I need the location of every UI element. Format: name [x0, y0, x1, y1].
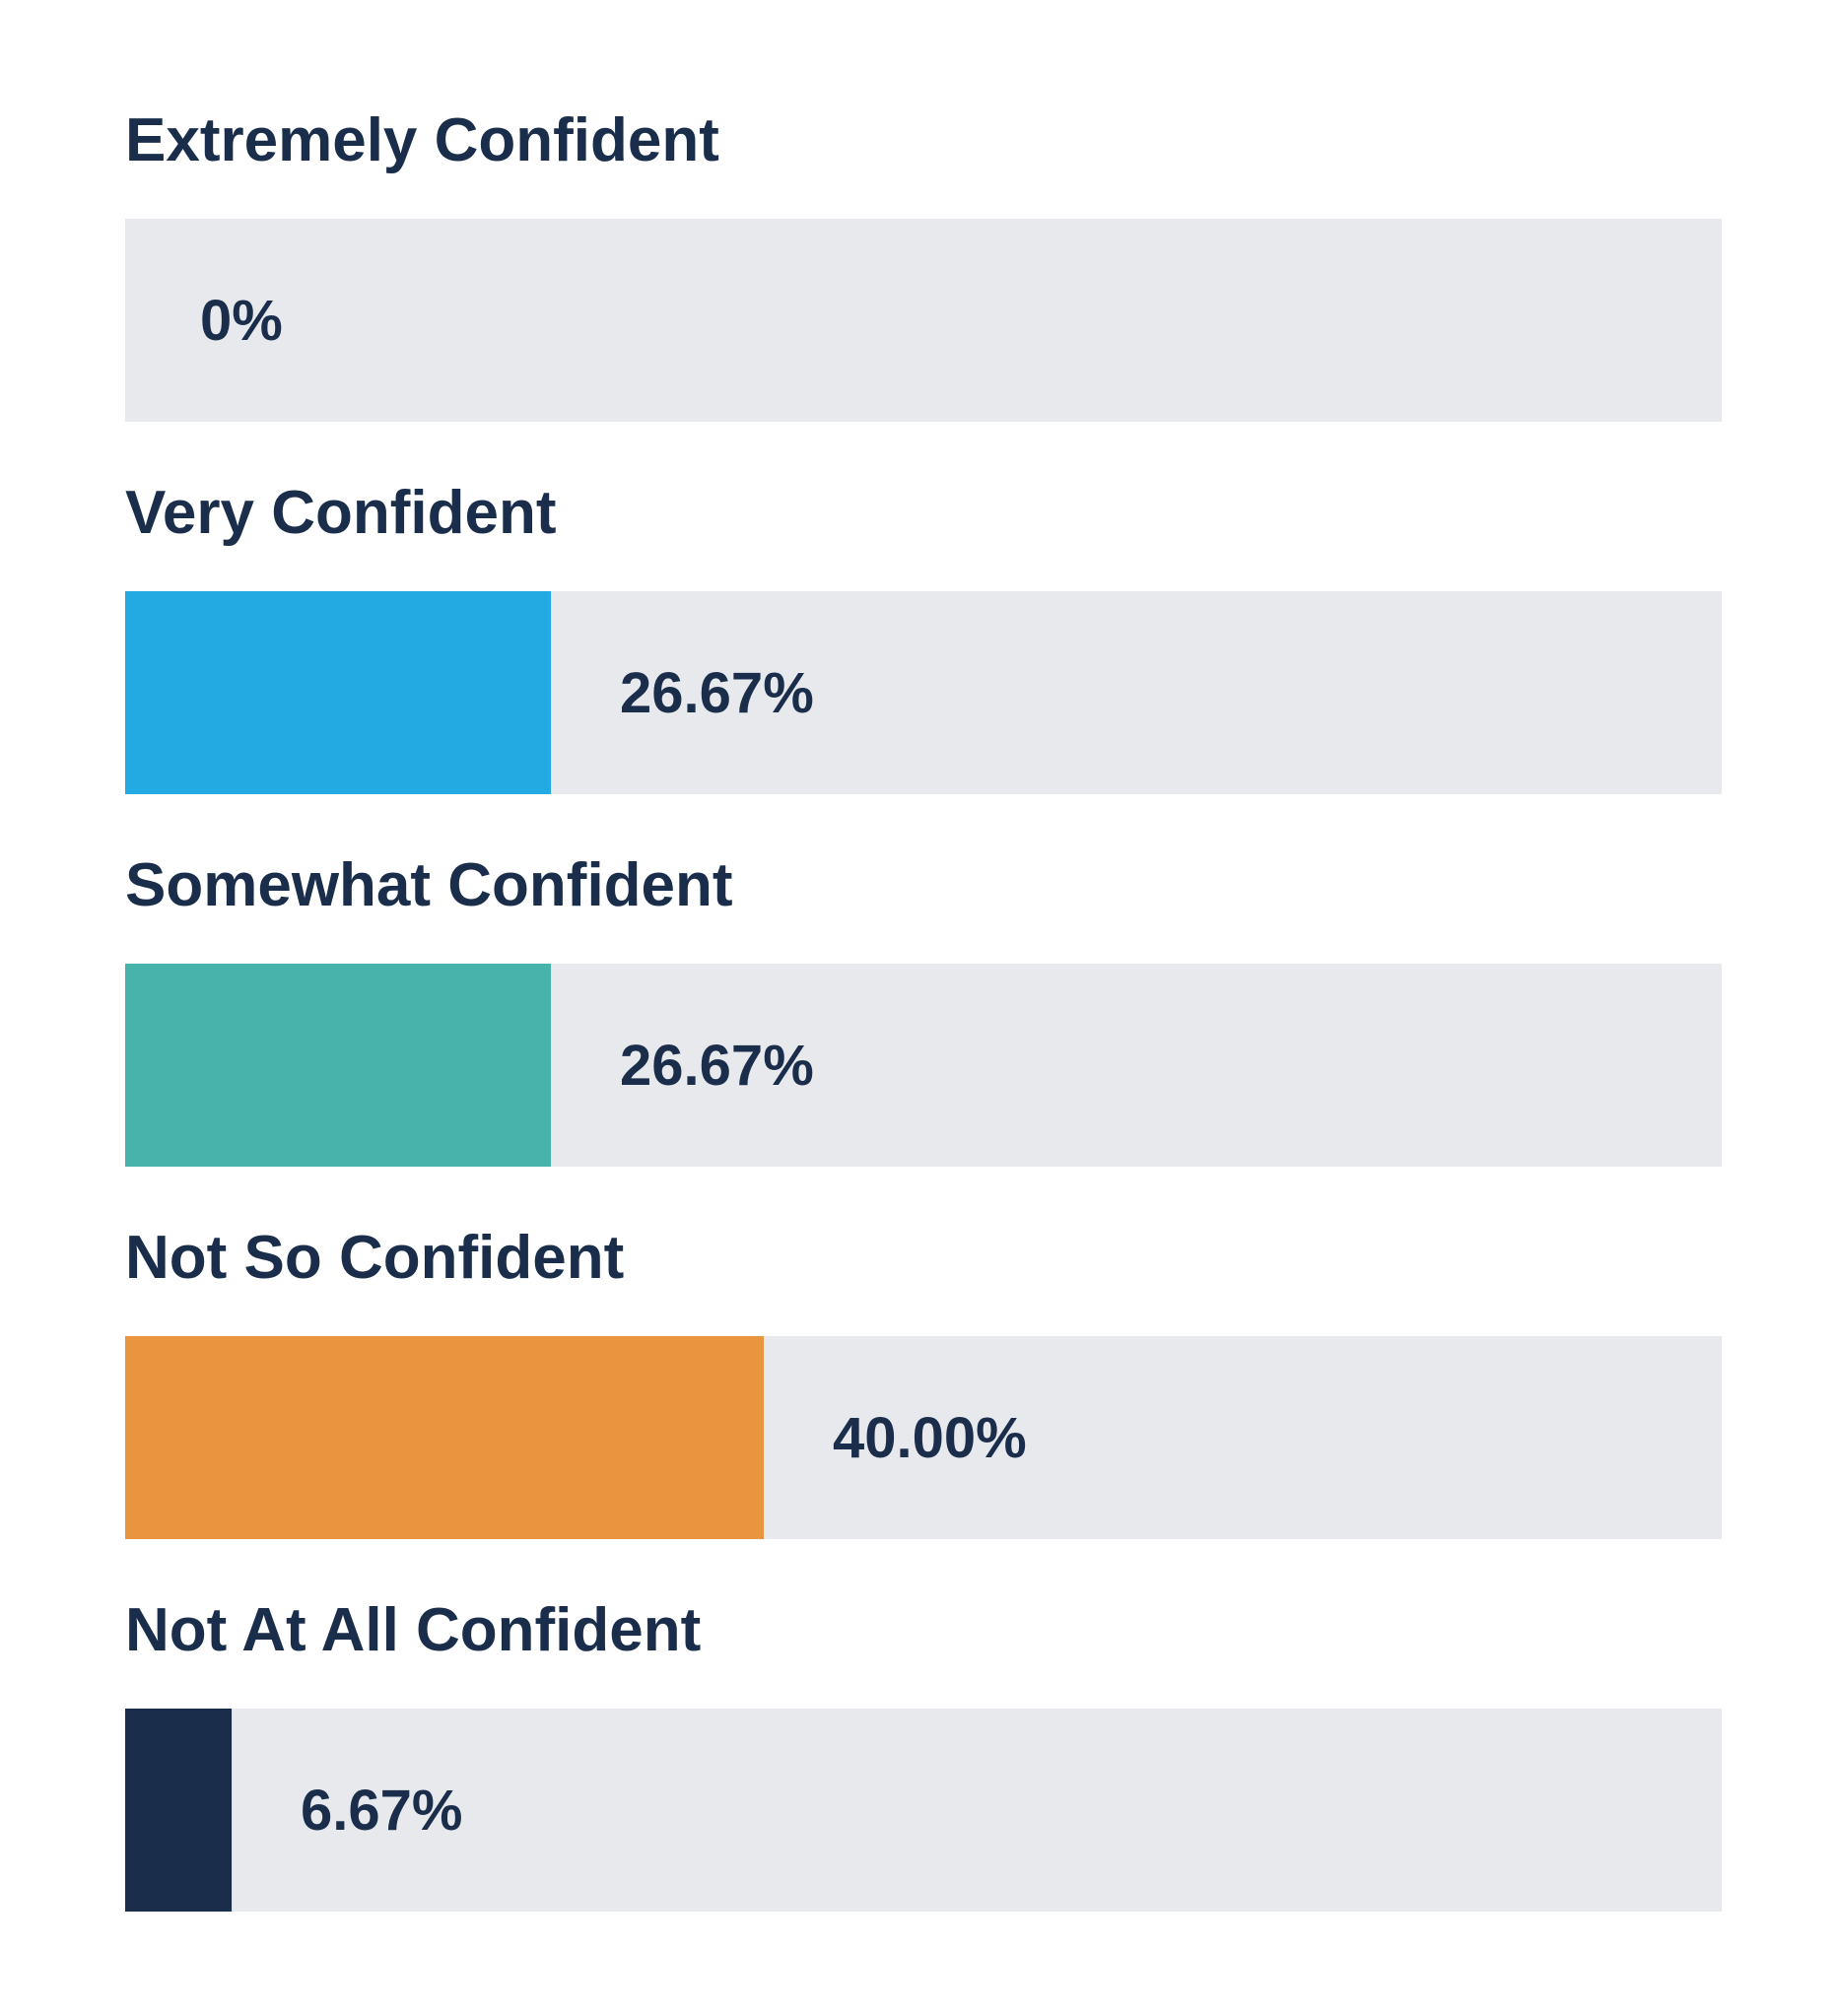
category-label: Not At All Confident: [125, 1596, 701, 1664]
category-label: Not So Confident: [125, 1224, 624, 1292]
bar: [125, 1709, 233, 1912]
bar: [125, 1336, 764, 1539]
category-label: Extremely Confident: [125, 106, 719, 174]
bar-track: [125, 1709, 1722, 1912]
bar: [125, 964, 552, 1167]
bar-track: [125, 219, 1722, 422]
category-label: Very Confident: [125, 479, 557, 547]
value-label: 26.67%: [620, 661, 814, 725]
value-label: 0%: [200, 289, 283, 353]
value-label: 6.67%: [301, 1779, 462, 1843]
bar: [125, 591, 552, 794]
value-label: 40.00%: [833, 1406, 1027, 1470]
value-label: 26.67%: [620, 1034, 814, 1098]
category-label: Somewhat Confident: [125, 851, 733, 919]
